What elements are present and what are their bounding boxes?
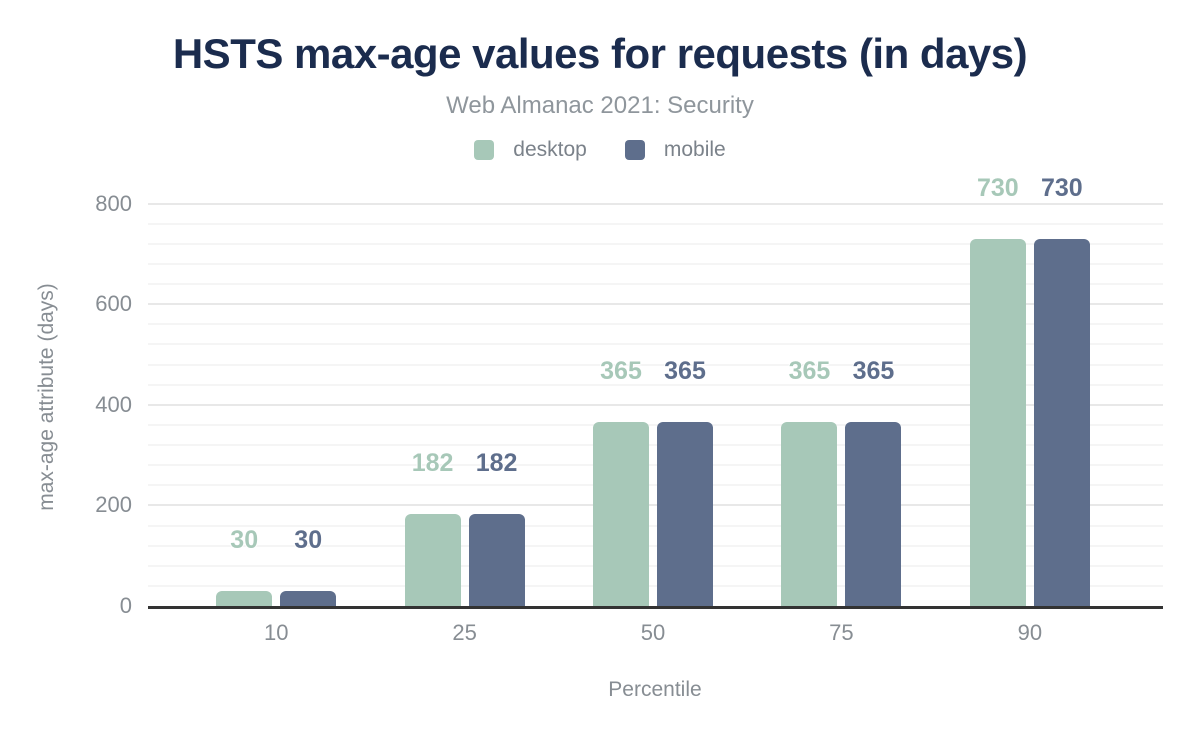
bar-group-50: 365 365 (559, 188, 747, 606)
bar-group-75: 365 365 (747, 188, 935, 606)
y-axis: 0 200 400 600 800 (0, 188, 140, 617)
bar-group-10: 30 30 (182, 188, 370, 606)
bar-wrap: 365 (845, 357, 902, 606)
bar-mobile-p25[interactable] (468, 514, 525, 606)
gridline-minor (148, 584, 1163, 587)
gridline-minor (148, 524, 1163, 527)
gridline-major (148, 202, 1163, 205)
x-axis: 10 25 50 75 90 (148, 620, 1163, 646)
bar-value-label: 730 (1040, 173, 1083, 202)
bar-value-label: 365 (600, 357, 642, 386)
legend-swatch-icon (624, 140, 645, 160)
bar-pair: 182 182 (404, 449, 525, 606)
y-tick-label: 800 (95, 190, 132, 216)
bar-pair: 730 730 (969, 174, 1090, 606)
gridline-minor (148, 544, 1163, 547)
bar-value-label: 365 (788, 357, 831, 386)
bar-value-label: 182 (411, 449, 454, 478)
bar-wrap: 365 (593, 357, 650, 606)
bar-pair: 30 30 (216, 526, 337, 606)
bar-wrap: 730 (1033, 174, 1090, 606)
legend-swatch-icon (474, 140, 495, 160)
x-tick-label: 10 (263, 620, 289, 645)
gridline-major (148, 303, 1163, 306)
bar-desktop-p50[interactable] (593, 422, 650, 606)
bar-group-90: 730 730 (936, 174, 1124, 606)
bar-groups: 30 30 182 182 365 365 365 365 730 730 (148, 174, 1163, 606)
gridline-minor (148, 444, 1163, 446)
gridline-minor (148, 222, 1163, 225)
legend-label: desktop (513, 138, 587, 161)
y-tick-label: 600 (95, 291, 132, 317)
gridline-minor (148, 464, 1163, 467)
chart-title: HSTS max-age values for requests (in day… (172, 30, 1028, 77)
bar-wrap: 182 (468, 449, 525, 606)
bar-wrap: 365 (657, 357, 714, 606)
gridline-minor (148, 242, 1163, 245)
bar-value-label: 365 (852, 357, 895, 386)
gridline-minor (148, 363, 1163, 366)
bar-wrap: 30 (280, 526, 337, 606)
y-tick-label: 400 (95, 391, 132, 417)
bar-value-label: 30 (230, 525, 259, 554)
chart-subtitle: Web Almanac 2021: Security (446, 92, 754, 119)
plot-area: 30 30 182 182 365 365 365 365 730 730 (148, 174, 1163, 609)
x-axis-title: Percentile (608, 678, 702, 701)
bar-pair: 365 365 (593, 357, 714, 606)
legend-item-desktop[interactable]: desktop (474, 138, 587, 162)
bar-mobile-p10[interactable] (280, 590, 337, 606)
bar-wrap: 182 (404, 449, 461, 606)
bar-wrap: 365 (781, 357, 838, 606)
bar-wrap: 30 (216, 526, 273, 606)
gridline-minor (148, 423, 1163, 426)
gridline-major (148, 504, 1163, 507)
x-tick-label: 25 (452, 620, 477, 645)
legend: desktop mobile (0, 137, 1200, 163)
bar-value-label: 730 (976, 173, 1019, 202)
gridline-minor (148, 484, 1163, 487)
gridline-minor (148, 283, 1163, 285)
bar-mobile-p50[interactable] (657, 422, 714, 606)
legend-label: mobile (663, 138, 726, 161)
bar-value-label: 182 (475, 449, 518, 478)
bar-desktop-p25[interactable] (404, 514, 461, 606)
legend-item-mobile[interactable]: mobile (624, 138, 726, 162)
bar-desktop-p90[interactable] (969, 238, 1026, 606)
bar-pair: 365 365 (781, 357, 902, 606)
x-tick-label: 90 (1017, 620, 1043, 645)
bar-group-25: 182 182 (370, 188, 558, 606)
gridline-minor (148, 383, 1163, 386)
gridline-minor (148, 564, 1163, 567)
gridline-major (148, 403, 1163, 406)
bar-desktop-p10[interactable] (216, 590, 273, 606)
y-tick-label: 0 (119, 593, 132, 618)
bar-mobile-p90[interactable] (1033, 238, 1090, 606)
gridline-minor (148, 343, 1163, 346)
y-tick-label: 200 (95, 492, 132, 518)
bar-mobile-p75[interactable] (845, 422, 902, 606)
bar-wrap: 730 (969, 174, 1026, 606)
bar-desktop-p75[interactable] (781, 422, 838, 606)
bar-value-label: 30 (294, 525, 323, 554)
gridline-minor (148, 262, 1163, 265)
x-tick-label: 75 (829, 620, 854, 645)
x-tick-label: 50 (640, 620, 666, 645)
gridline-minor (148, 323, 1163, 326)
bar-value-label: 365 (664, 357, 706, 386)
